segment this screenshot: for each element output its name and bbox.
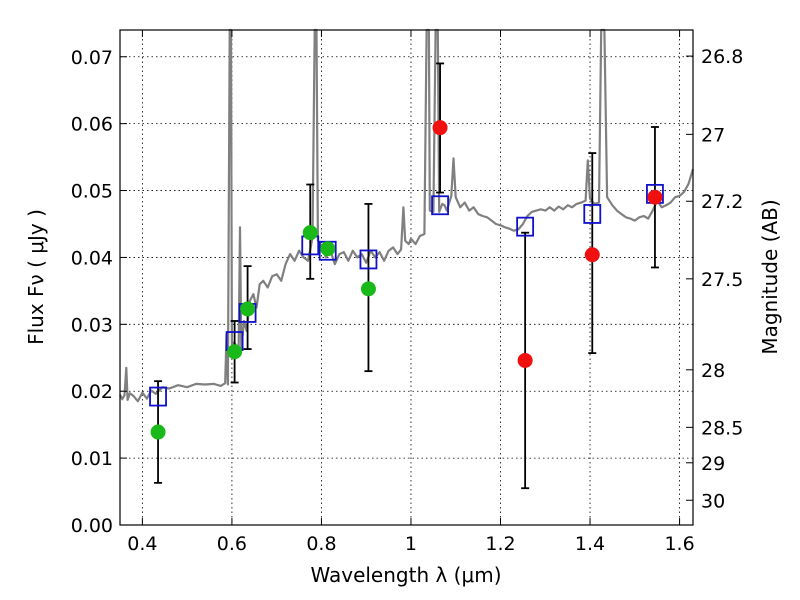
- grid-layer: [120, 30, 693, 525]
- model-square-marker: [516, 216, 535, 237]
- red-data-point: [584, 247, 600, 263]
- mag-tick-label: 27.2: [701, 191, 743, 213]
- x-tick-label: 0.8: [306, 533, 336, 555]
- marker-layer: [149, 120, 664, 440]
- mag-tick-label: 29: [701, 453, 725, 475]
- green-data-point: [240, 301, 256, 317]
- x-tick-label: 1: [405, 533, 417, 555]
- mag-tick-label: 27: [701, 124, 725, 146]
- model-square-marker: [359, 249, 378, 270]
- green-data-point: [302, 225, 318, 241]
- y-tick-label: 0.04: [71, 247, 113, 269]
- y-tick-label: 0.01: [71, 448, 113, 470]
- x-tick-label: 0.6: [217, 533, 247, 555]
- red-data-point: [647, 189, 663, 205]
- y2-axis-label: Magnitude (AB): [758, 199, 782, 354]
- red-data-point: [432, 120, 448, 136]
- y-tick-label: 0.03: [71, 314, 113, 336]
- y-axis-label: Flux Fν ( μJy ): [24, 209, 48, 345]
- model-square-marker: [583, 204, 602, 224]
- green-data-point: [227, 344, 243, 360]
- x-tick-label: 1.4: [575, 533, 605, 555]
- x-tick-label: 1.6: [664, 533, 694, 555]
- mag-tick-label: 27.5: [701, 269, 743, 291]
- x-tick-label: 1.2: [485, 533, 515, 555]
- green-data-point: [150, 424, 166, 440]
- x-axis-label: Wavelength λ (μm): [310, 563, 501, 587]
- mag-tick-label: 26.8: [701, 46, 743, 68]
- model-square-marker: [149, 386, 167, 407]
- y-tick-label: 0.02: [71, 381, 113, 403]
- y-tick-label: 0.07: [71, 47, 113, 69]
- x-tick-label: 0.4: [127, 533, 157, 555]
- spectrum-layer: [119, 28, 695, 403]
- y-tick-label: 0.00: [71, 515, 113, 537]
- model-square-marker: [431, 195, 449, 216]
- mag-tick-label: 30: [701, 490, 725, 512]
- green-data-point: [320, 241, 336, 257]
- y-tick-label: 0.06: [71, 114, 113, 136]
- tick-layer: 0.4 0.6 0.8 1 1.2 1.4 1.6 0.00 0.01 0.02 0.03 0.04 0…: [71, 30, 743, 555]
- model-spectrum-line: [119, 28, 695, 403]
- red-data-point: [517, 352, 533, 368]
- plot-frame: [119, 29, 694, 526]
- mag-tick-label: 28: [701, 360, 725, 382]
- mag-tick-label: 28.5: [701, 417, 743, 439]
- y-tick-label: 0.05: [71, 181, 113, 203]
- green-data-point: [360, 281, 376, 297]
